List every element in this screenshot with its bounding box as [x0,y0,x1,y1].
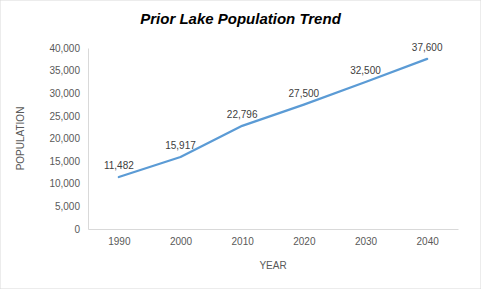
x-tick-label: 1990 [108,236,131,247]
data-labels: 11,482 15,917 22,796 27,500 32,500 37,600 [104,42,443,171]
y-tick-label: 15,000 [49,156,80,167]
y-tick-label: 0 [74,224,80,235]
marks [119,59,427,177]
y-tick-label: 5,000 [55,201,80,212]
title: Prior Lake Population Trend [140,10,341,27]
x-tick-label: 2020 [293,236,316,247]
data-label: 11,482 [104,160,134,171]
y-tick-label: 35,000 [49,65,80,76]
x-axis-line [89,229,459,230]
x-tick-label: 2000 [170,236,193,247]
data-label: 27,500 [289,88,320,99]
y-tick: 15,000 [49,156,88,167]
x-tick: 2000 [170,229,193,247]
y-tick-label: 25,000 [49,111,80,122]
y-axis-title: POPULATION [15,107,26,171]
y-tick: 25,000 [49,111,88,122]
data-label: 15,917 [165,140,196,151]
data-label: 22,796 [227,109,258,120]
y-tick: 10,000 [49,178,88,189]
x-tick: 2020 [293,229,316,247]
x-tick: 2040 [417,229,440,247]
line [119,59,427,177]
y-tick: 40,000 [49,43,88,54]
y-tick: 5,000 [55,201,88,212]
y-tick: 0 [74,224,88,235]
x-axis: 1990 2000 2010 2020 2030 2040 [89,229,459,247]
x-tick: 2030 [355,229,378,247]
data-label: 37,600 [412,42,443,53]
y-axis: 0 5,000 10,000 15,000 20,000 25,000 30,000 35,0… [49,43,88,235]
y-tick-label: 20,000 [49,133,80,144]
x-tick-label: 2040 [417,236,440,247]
y-tick: 20,000 [49,133,88,144]
data-label: 32,500 [350,65,381,76]
y-tick-label: 30,000 [49,88,80,99]
x-tick: 1990 [108,229,131,247]
y-axis-line [88,49,89,230]
chart: 0 5,000 10,000 15,000 20,000 25,000 30,000 35,0… [0,0,481,289]
y-tick: 35,000 [49,65,88,76]
y-tick-label: 10,000 [49,178,80,189]
background [0,0,481,289]
y-tick-label: 40,000 [49,43,80,54]
x-tick-label: 2010 [232,236,255,247]
x-tick-label: 2030 [355,236,378,247]
x-tick: 2010 [232,229,255,247]
x-axis-title: YEAR [259,260,286,271]
plot: 0 5,000 10,000 15,000 20,000 25,000 30,000 35,0… [49,42,458,247]
y-tick: 30,000 [49,88,88,99]
